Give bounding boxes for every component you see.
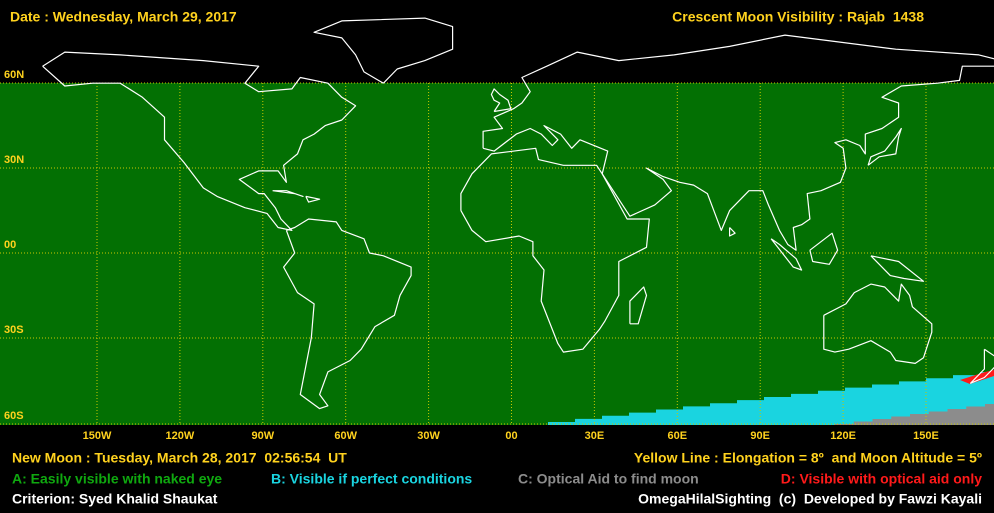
legend-a: A: Easily visible with naked eye [12, 471, 222, 487]
visibility-zone-c [835, 404, 994, 425]
longitude-label: 30E [585, 430, 605, 442]
latitude-label: 60S [4, 410, 24, 422]
new-moon: New Moon : Tuesday, March 28, 2017 02:56… [12, 450, 347, 466]
latitude-label: 30S [4, 324, 24, 336]
coastline [482, 34, 994, 149]
coastline [460, 147, 650, 353]
coastline [809, 232, 839, 265]
legend-b: B: Visible if perfect conditions [271, 471, 472, 487]
longitude-label: 30W [417, 430, 440, 442]
longitude-label: 150E [913, 430, 939, 442]
coastline [305, 195, 321, 203]
coastline [629, 286, 648, 325]
criterion: Criterion: Syed Khalid Shaukat [12, 491, 218, 507]
coastline [42, 51, 357, 231]
coastline [272, 190, 304, 197]
credit: OmegaHilalSighting (c) Developed by Fawz… [638, 491, 982, 507]
longitude-label: 150W [83, 430, 112, 442]
map-title: Crescent Moon Visibility : Rajab 1438 [672, 9, 924, 25]
longitude-label: 120E [830, 430, 856, 442]
coastline [482, 65, 994, 251]
visibility-zone-a [0, 83, 994, 425]
longitude-label: 120W [166, 430, 195, 442]
longitude-label: 90W [251, 430, 274, 442]
longitude-label: 00 [505, 430, 517, 442]
latitude-label: 60N [4, 69, 24, 81]
visibility-zone-b [548, 372, 994, 425]
coastline [867, 127, 902, 166]
latitude-label: 00 [4, 239, 16, 251]
coastline [970, 348, 994, 384]
longitude-label: 60E [668, 430, 688, 442]
latitude-label: 30N [4, 154, 24, 166]
coastline [870, 255, 925, 282]
date-label: Date : Wednesday, March 29, 2017 [10, 9, 237, 25]
coastline [313, 17, 454, 84]
legend-d: D: Visible with optical aid only [781, 471, 982, 487]
coastline [770, 238, 803, 271]
coastline [823, 283, 933, 364]
yellow-line-note: Yellow Line : Elongation = 8º and Moon A… [634, 450, 982, 466]
longitude-label: 90E [750, 430, 770, 442]
legend-c: C: Optical Aid to find moon [518, 471, 699, 487]
coastline [490, 88, 512, 113]
coastline [283, 218, 412, 410]
longitude-label: 60W [334, 430, 357, 442]
coastline [729, 227, 736, 237]
